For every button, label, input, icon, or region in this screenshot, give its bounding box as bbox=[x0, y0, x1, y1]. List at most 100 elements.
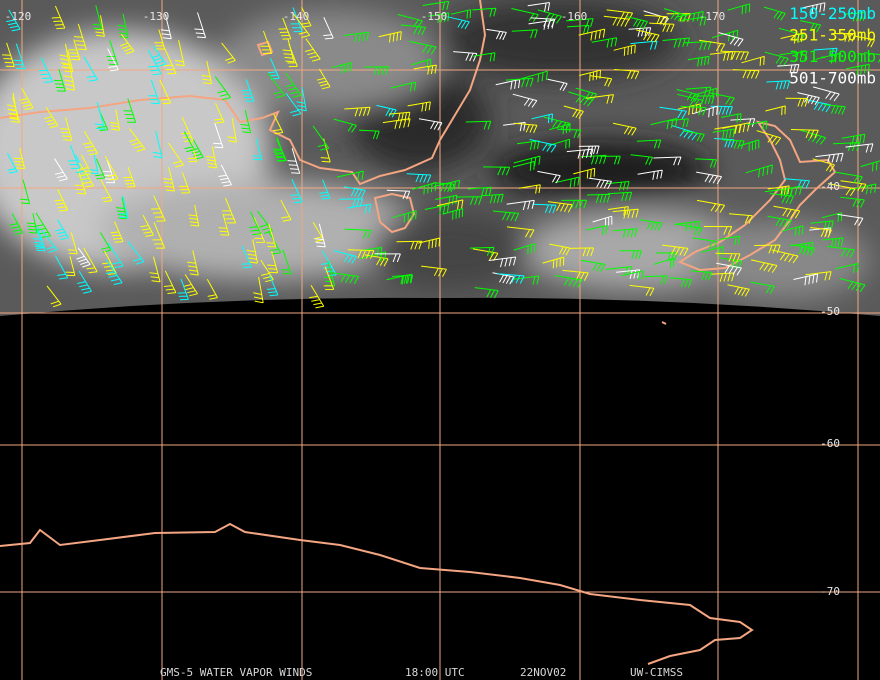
wind-barb bbox=[614, 69, 640, 80]
wind-barb bbox=[123, 98, 137, 123]
wind-barb bbox=[67, 232, 78, 255]
wind-barb bbox=[767, 185, 790, 196]
wind-barb bbox=[343, 186, 366, 199]
wind-barb bbox=[118, 195, 129, 219]
wind-barb bbox=[671, 125, 698, 141]
wind-barb bbox=[152, 131, 163, 159]
wind-barb bbox=[635, 29, 660, 43]
wind-barb bbox=[488, 256, 517, 268]
wind-barb bbox=[213, 122, 224, 149]
wind-barb bbox=[206, 278, 218, 300]
wind-barb bbox=[73, 23, 87, 51]
tasmania-coast bbox=[373, 192, 416, 234]
wind-barb bbox=[567, 24, 590, 35]
wind-barb bbox=[840, 180, 867, 192]
wind-barb bbox=[150, 195, 166, 222]
wind-barb bbox=[613, 44, 636, 56]
wind-barb bbox=[102, 250, 117, 275]
wind-barb bbox=[119, 33, 135, 55]
wind-barb bbox=[531, 113, 553, 124]
wind-barb bbox=[812, 86, 840, 102]
wind-barb bbox=[612, 122, 637, 136]
legend: 150-250mb 251-350mb 351-500mb 501-700mb bbox=[789, 4, 876, 88]
wind-barb bbox=[188, 204, 200, 227]
wind-barb bbox=[6, 9, 21, 32]
wind-barb bbox=[422, 0, 450, 11]
footer-title: GMS-5 WATER VAPOR WINDS bbox=[160, 666, 312, 679]
wind-barb bbox=[278, 17, 292, 40]
wind-barb bbox=[148, 79, 160, 104]
wind-barb bbox=[492, 210, 520, 222]
wind-barb bbox=[129, 128, 146, 152]
wind-barb bbox=[606, 9, 634, 21]
wind-barb bbox=[287, 44, 298, 68]
wind-barb bbox=[46, 285, 62, 308]
wind-barb bbox=[505, 77, 534, 88]
wind-barb bbox=[714, 124, 742, 134]
wind-barb bbox=[309, 285, 325, 309]
wind-barb bbox=[83, 247, 98, 274]
wind-barb bbox=[644, 14, 668, 25]
wind-barb bbox=[692, 95, 715, 105]
wind-barb bbox=[532, 203, 557, 214]
wind-barb bbox=[709, 51, 734, 61]
wind-barb bbox=[547, 78, 568, 92]
wind-barb bbox=[747, 120, 768, 130]
wind-barb bbox=[392, 210, 417, 223]
wind-barb bbox=[721, 113, 742, 123]
wind-barb bbox=[506, 199, 535, 211]
wind-barb bbox=[151, 45, 167, 67]
wind-barb bbox=[344, 106, 371, 117]
wind-barb bbox=[696, 199, 726, 213]
wind-barb bbox=[214, 76, 232, 101]
legend-entry: 501-700mb bbox=[789, 69, 876, 88]
wind-barb bbox=[180, 117, 194, 142]
wind-barb bbox=[603, 15, 630, 27]
wind-barb bbox=[698, 39, 726, 52]
wind-barb bbox=[547, 201, 573, 213]
wind-barb bbox=[13, 43, 26, 70]
wind-barb bbox=[542, 256, 565, 269]
wind-barb bbox=[790, 241, 814, 253]
wind-barb bbox=[386, 273, 413, 285]
wind-barb bbox=[831, 33, 856, 42]
wind-barb bbox=[474, 287, 499, 299]
wind-barb bbox=[260, 30, 273, 54]
wind-barb bbox=[578, 28, 606, 41]
wind-barb bbox=[115, 197, 128, 220]
wind-barb bbox=[407, 101, 431, 112]
wind-barb bbox=[38, 57, 54, 83]
wind-barb bbox=[715, 252, 741, 262]
wind-barb bbox=[549, 123, 571, 135]
wind-barb bbox=[785, 97, 809, 107]
wind-barb bbox=[54, 219, 69, 241]
wind-barb bbox=[290, 178, 303, 204]
wind-barb bbox=[682, 130, 705, 143]
wind-barb bbox=[771, 249, 799, 264]
longitude-labels: -120 -130 -140 -150 -160 -170 bbox=[5, 10, 726, 23]
wind-barb bbox=[435, 194, 458, 206]
wind-barb bbox=[110, 109, 120, 131]
wind-barb bbox=[183, 131, 195, 153]
wind-barb bbox=[374, 253, 401, 263]
wind-barb bbox=[620, 270, 644, 281]
wind-barb bbox=[68, 145, 80, 169]
longitude-label: -150 bbox=[421, 10, 448, 23]
wind-barb bbox=[662, 37, 690, 48]
wind-barb bbox=[835, 263, 859, 273]
wind-barb bbox=[530, 17, 556, 28]
wind-barb bbox=[267, 250, 279, 274]
wind-barb bbox=[392, 274, 414, 285]
wind-barb bbox=[483, 166, 511, 176]
wind-barb bbox=[608, 206, 629, 216]
wind-barb bbox=[741, 55, 765, 66]
wind-barb bbox=[323, 17, 334, 40]
wind-barb bbox=[563, 105, 584, 119]
wind-barb bbox=[465, 120, 492, 130]
wind-barb bbox=[675, 11, 704, 22]
wind-barb bbox=[246, 239, 258, 264]
wind-barb bbox=[107, 48, 119, 72]
wind-barb bbox=[680, 105, 707, 116]
wind-barb bbox=[486, 28, 507, 41]
island bbox=[256, 40, 274, 57]
